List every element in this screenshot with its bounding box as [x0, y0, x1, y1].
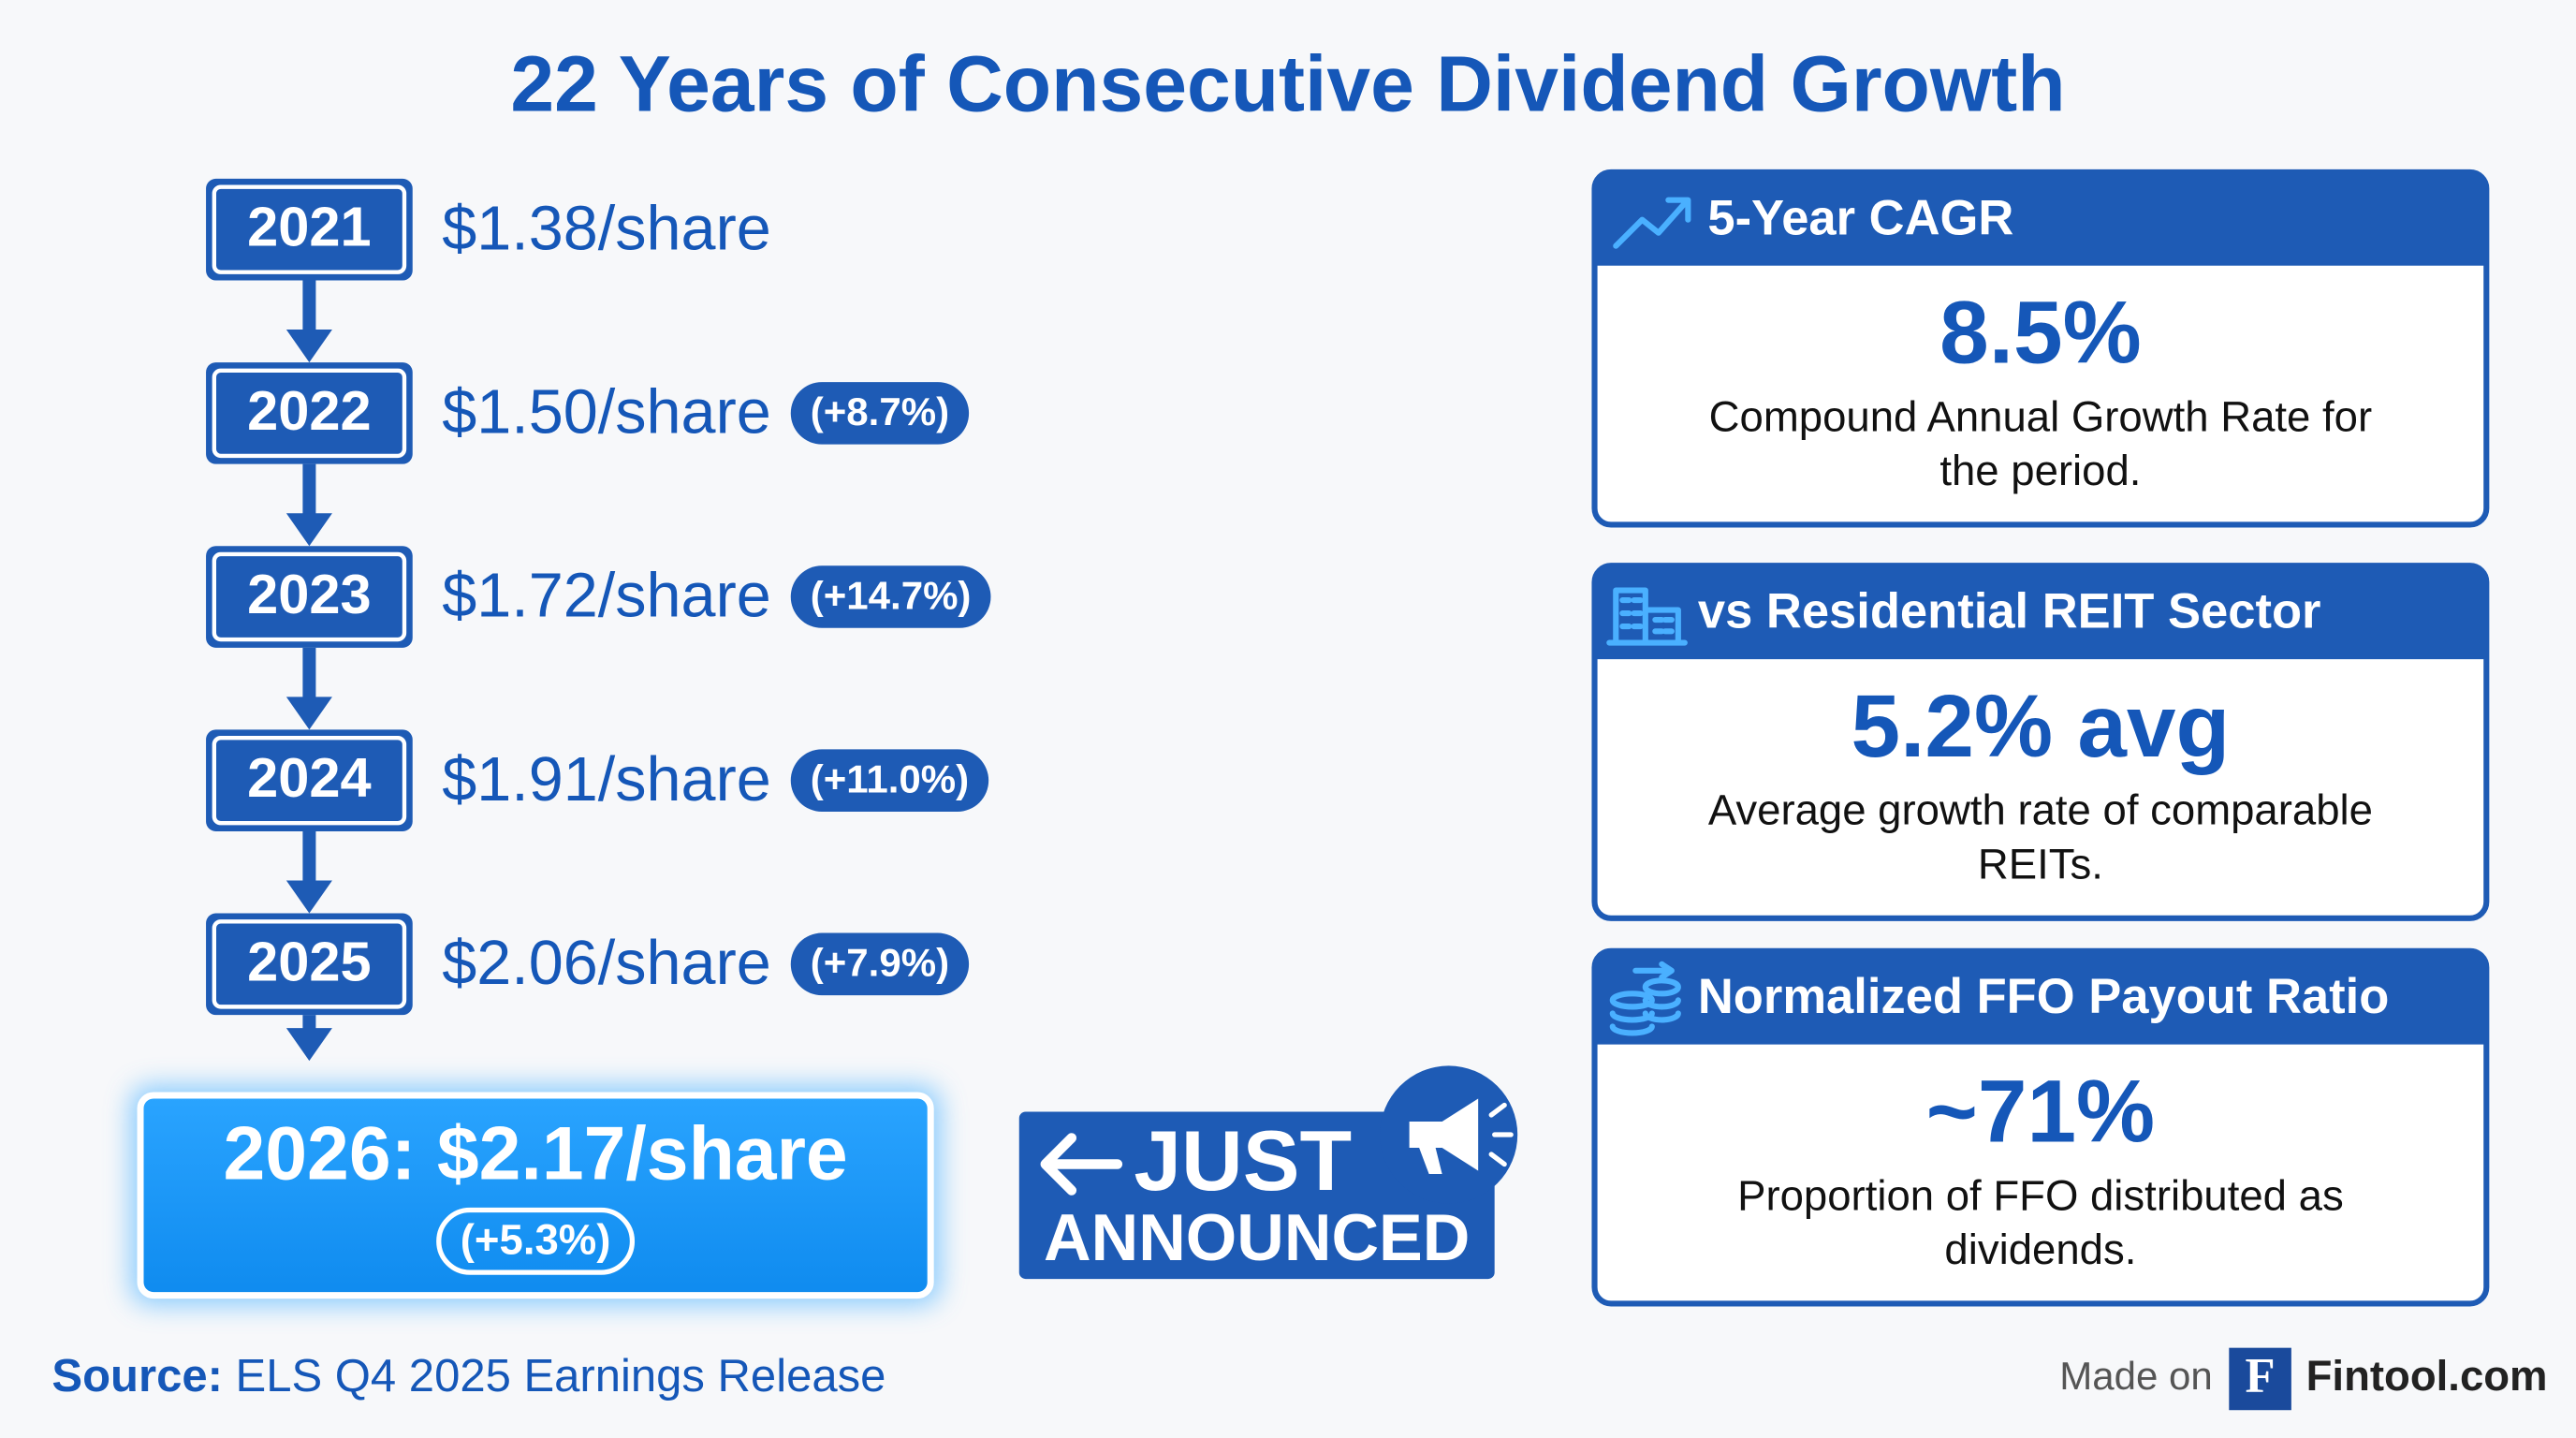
card-header: [1594, 171, 2487, 266]
card-value: ~71%: [1926, 1062, 2156, 1161]
year-box-inner: [212, 919, 407, 1009]
source: Source: ELS Q4 2025 Earnings Release: [51, 1351, 886, 1401]
connector-head: [285, 513, 332, 547]
year: 2022: [247, 379, 371, 442]
connector-head: [285, 330, 332, 363]
megaphone-icon: [1409, 1098, 1479, 1175]
amount: $1.72/share: [442, 562, 770, 631]
change-badge: [790, 749, 989, 812]
year-box-inner: [212, 551, 407, 642]
card-title: Normalized FFO Payout Ratio: [1698, 969, 2389, 1024]
card-value: 5.2% avg: [1852, 677, 2231, 776]
callout-arrow: [1040, 1133, 1123, 1196]
source-text: ELS Q4 2025 Earnings Release: [236, 1351, 886, 1401]
card-header: [1594, 565, 2487, 660]
card-description: Average growth rate of comparable: [1708, 786, 2373, 834]
card-header: [1594, 950, 2487, 1045]
card-value: 8.5%: [1939, 284, 2142, 383]
year-box-inner: [212, 184, 407, 274]
card-description: REITs.: [1978, 841, 2103, 888]
callout-line2: ANNOUNCED: [1044, 1201, 1470, 1274]
card-title: vs Residential REIT Sector: [1698, 584, 2321, 639]
connector-head: [285, 880, 332, 914]
amount: $2.06/share: [442, 929, 770, 998]
amount: $1.50/share: [442, 377, 770, 447]
highlight-change: (+5.3%): [461, 1216, 611, 1264]
megaphone-waves: [1488, 1102, 1514, 1167]
card-icon: [1613, 197, 1691, 249]
logo-letter: F: [2246, 1349, 2276, 1403]
amount: $1.38/share: [442, 194, 770, 263]
amount: $1.91/share: [442, 745, 770, 814]
highlight-label: 2026: $2.17/share: [223, 1112, 847, 1196]
source-label: Source:: [51, 1351, 223, 1401]
change-badge: [790, 382, 970, 445]
card-icon: [1609, 961, 1681, 1036]
title: 22 Years of Consecutive Dividend Growth: [510, 40, 2065, 128]
year-box-inner: [212, 735, 407, 826]
brand: Fintool.com: [2306, 1352, 2548, 1400]
card-description: the period.: [1939, 447, 2141, 494]
logo-box: [2229, 1347, 2291, 1411]
card-icon: [1606, 587, 1688, 646]
card-description: dividends.: [1944, 1225, 2136, 1273]
made-on: Made on: [2059, 1354, 2213, 1398]
year: 2024: [247, 746, 371, 809]
change: (+8.7%): [811, 389, 949, 433]
change: (+7.9%): [811, 941, 949, 985]
year-box-inner: [212, 368, 407, 459]
callout-box: [1018, 1111, 1495, 1280]
highlight-badge: [436, 1207, 636, 1275]
change: (+11.0%): [811, 757, 969, 801]
change: (+14.7%): [811, 573, 972, 617]
change-badge: [790, 932, 970, 996]
card-description: Compound Annual Growth Rate for: [1709, 392, 2372, 440]
connector-head: [285, 1028, 332, 1062]
change-badge: [790, 565, 991, 628]
connector-head: [285, 697, 332, 730]
card-description: Proportion of FFO distributed as: [1737, 1171, 2344, 1219]
highlight-box: [137, 1092, 934, 1299]
year: 2021: [247, 196, 371, 258]
card-title: 5-Year CAGR: [1707, 190, 2013, 245]
year: 2023: [247, 563, 371, 625]
callout-line1: JUST: [1134, 1114, 1352, 1209]
year: 2025: [247, 930, 371, 992]
